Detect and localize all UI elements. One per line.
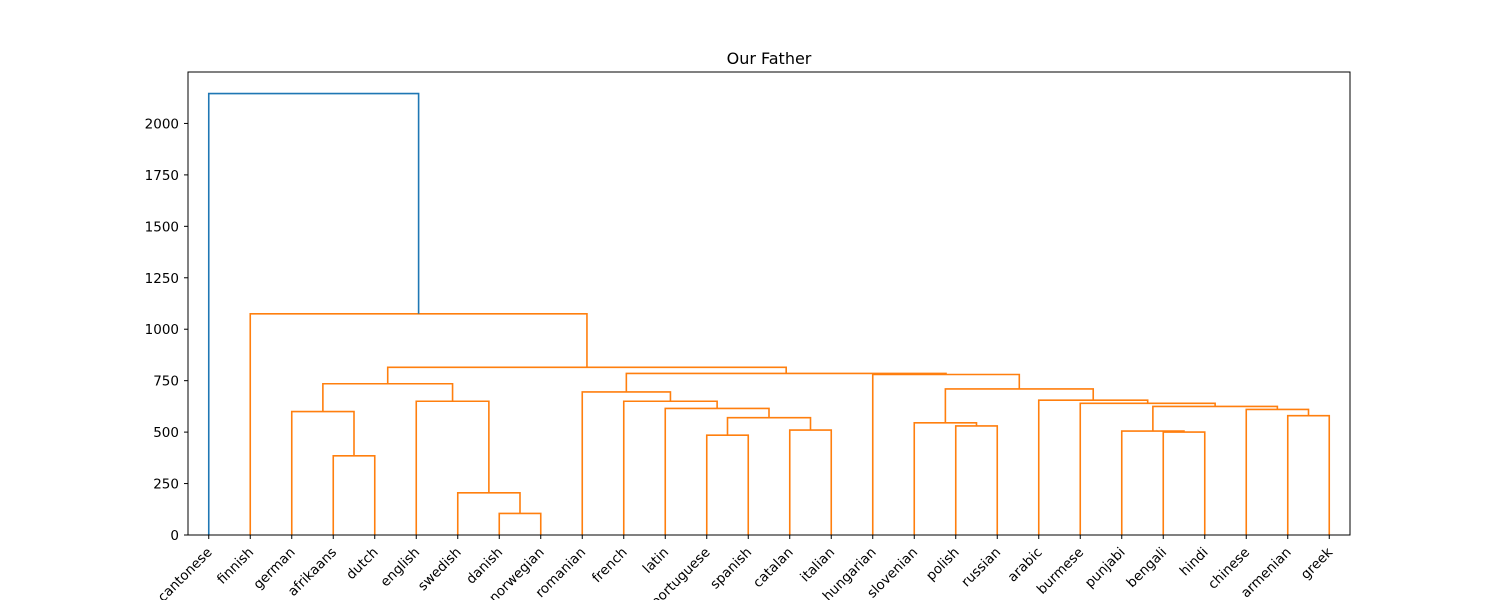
y-tick-label: 500	[153, 425, 179, 441]
chart-title: Our Father	[727, 49, 812, 68]
y-tick-label: 0	[170, 528, 179, 544]
y-tick-label: 1250	[145, 271, 179, 287]
y-tick-label: 2000	[145, 116, 179, 132]
dendrogram-link	[207, 92, 420, 535]
dendrogram-link	[456, 492, 521, 535]
dendrogram-links	[207, 92, 1331, 535]
dendrogram-link	[1286, 414, 1331, 535]
dendrogram-link	[954, 425, 999, 535]
plot-frame	[187, 71, 1351, 536]
y-tick-label: 250	[153, 477, 179, 493]
dendrogram-link	[726, 416, 812, 436]
dendrogram-link	[249, 312, 588, 535]
dendrogram-link	[1037, 399, 1149, 535]
y-axis: 0 250 500 750 1000 1250 1500 1750 2000	[145, 116, 188, 544]
dendrogram-link	[332, 454, 376, 535]
dendrogram-link	[1152, 405, 1279, 432]
dendrogram-link	[664, 407, 770, 535]
y-tick-label: 1500	[145, 219, 179, 235]
y-tick-label: 1000	[145, 322, 179, 338]
dendrogram-link	[705, 434, 750, 535]
y-tick-label: 750	[153, 374, 179, 390]
dendrogram-link	[1245, 408, 1310, 535]
dendrogram-link	[944, 388, 1095, 423]
y-tick-label: 1750	[145, 168, 179, 184]
